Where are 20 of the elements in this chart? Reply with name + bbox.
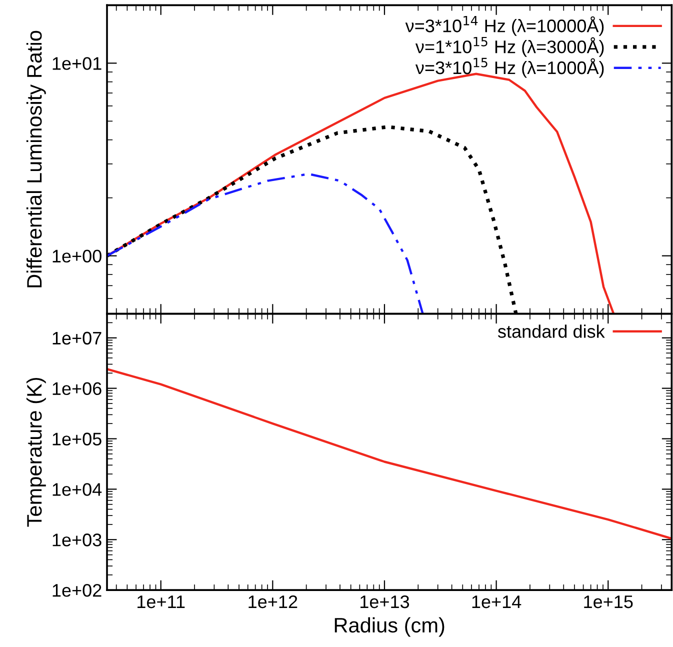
x-tick-label: 1e+14 <box>472 596 522 608</box>
x-tick-label: 1e+15 <box>584 596 633 608</box>
x-tick-label: 1e+12 <box>248 595 298 608</box>
y-tick-label: 1e+01 <box>52 57 102 70</box>
y-tick-label: 1e+07 <box>52 332 102 345</box>
y-tick-label: 1e+05 <box>52 432 102 446</box>
y-tick-label: 1e+04 <box>52 483 102 496</box>
legend-label: standard disk <box>498 324 605 338</box>
legend-label: ν=3*10$^{15}$ Hz (λ=1000Å) <box>415 58 604 78</box>
y-axis-title: Differential Luminosity Ratio <box>26 30 46 288</box>
y-tick-label: 1e+00 <box>52 250 102 263</box>
y-tick-label: 1e+06 <box>52 382 102 396</box>
y-axis-title: Temperature (K) <box>26 378 46 527</box>
legend-label: ν=3*10$^{14}$ Hz (λ=10000Å) <box>405 16 604 36</box>
x-axis-title: Radius (cm) <box>334 617 444 637</box>
y-tick-label: 1e+02 <box>52 584 102 597</box>
x-tick-label: 1e+13 <box>360 595 410 608</box>
x-tick-label: 1e+11 <box>138 596 185 608</box>
y-tick-label: 1e+03 <box>52 534 102 546</box>
legend-label: ν=1*10$^{15}$ Hz (λ=3000Å) <box>415 36 604 57</box>
